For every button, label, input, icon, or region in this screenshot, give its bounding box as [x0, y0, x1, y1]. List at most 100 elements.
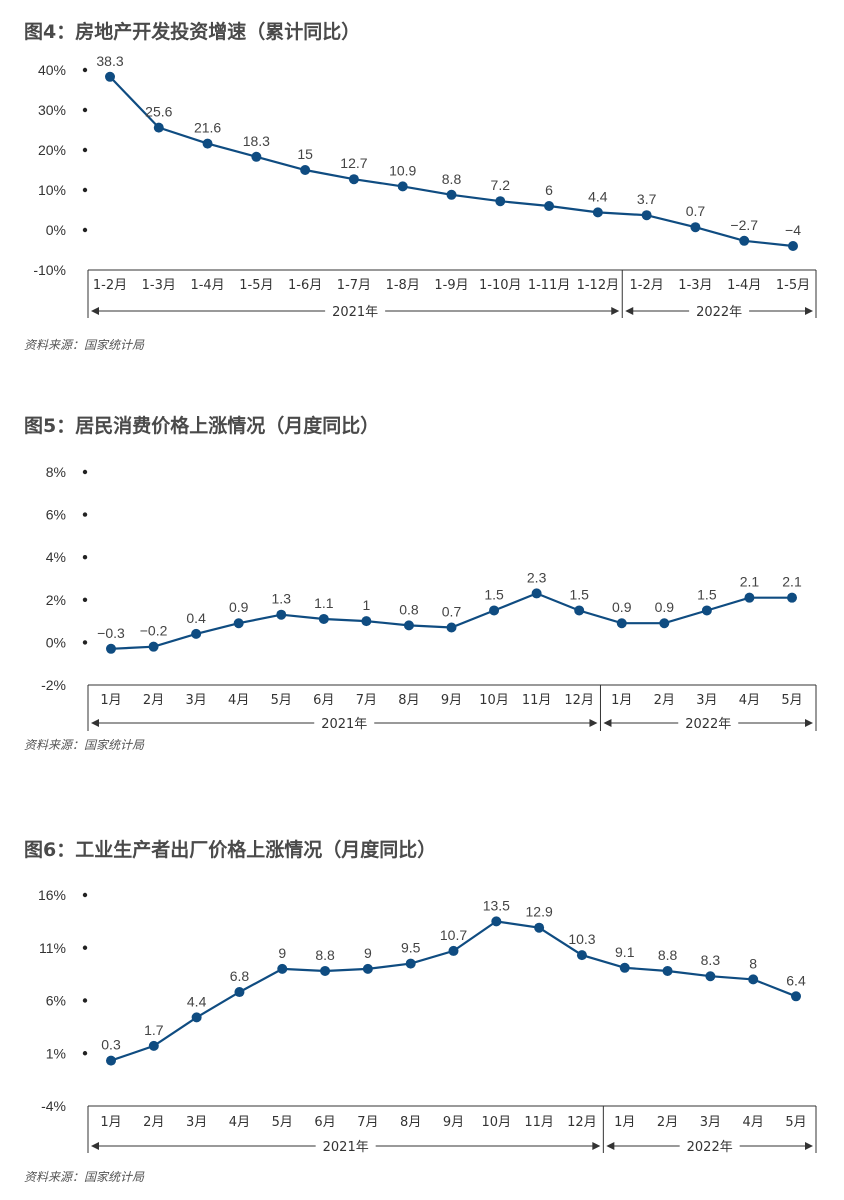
data-point [788, 241, 798, 251]
x-tick-label: 5月 [271, 693, 292, 708]
data-point [191, 1012, 202, 1023]
data-label: 4.4 [588, 188, 608, 204]
year-span-2022年: 2022年 [603, 717, 813, 732]
x-tick-label: 3月 [696, 693, 717, 708]
year-label: 2022年 [687, 1140, 733, 1155]
data-label: 1.1 [314, 595, 334, 611]
data-label: 0.9 [655, 599, 675, 615]
data-label: 9 [278, 945, 286, 961]
y-tick-label: 1% [46, 1045, 66, 1061]
y-tick-mark [82, 512, 88, 517]
data-label: 3.7 [637, 191, 657, 207]
data-point [662, 965, 673, 976]
y-tick-label: 8% [46, 464, 66, 480]
arrow-left-icon [603, 719, 612, 727]
data-label: 8.8 [442, 171, 462, 187]
data-point [234, 987, 245, 998]
data-label: −2.7 [730, 217, 758, 233]
data-label: 15 [297, 146, 313, 162]
data-label: 9.1 [615, 944, 635, 960]
y-tick-label: 20% [38, 142, 66, 158]
x-tick-label: 1月 [614, 1115, 635, 1130]
data-label: 8 [749, 955, 757, 971]
data-point [534, 922, 545, 933]
source-note: 资料来源：国家统计局 [24, 738, 145, 752]
data-label: 0.4 [186, 610, 206, 626]
series-line [110, 592, 792, 650]
x-tick-label: 1-9月 [434, 278, 468, 293]
year-span-2022年: 2022年 [606, 1140, 813, 1155]
y-tick-mark [82, 640, 88, 645]
x-tick-label: 11月 [524, 1115, 554, 1130]
arrow-left-icon [606, 1142, 615, 1150]
y-tick-label: 4% [46, 549, 66, 565]
data-point [153, 122, 164, 133]
data-label: 0.7 [442, 603, 462, 619]
x-tick-label: 12月 [564, 693, 594, 708]
data-label: 2.3 [527, 569, 547, 585]
y-tick-mark [82, 892, 88, 898]
data-point [791, 991, 801, 1002]
data-point [362, 963, 373, 974]
data-point [576, 950, 587, 961]
data-label: 6.8 [230, 968, 250, 984]
y-tick-mark [82, 67, 88, 73]
data-point [641, 210, 652, 221]
data-point [739, 235, 750, 246]
x-tick-label: 8月 [398, 693, 419, 708]
data-label: 1.7 [144, 1022, 164, 1038]
arrow-right-icon [805, 1142, 813, 1150]
x-tick-label: 1-2月 [93, 278, 127, 293]
data-label: 4.4 [187, 993, 207, 1009]
data-point [148, 1040, 159, 1051]
x-tick-label: 1-8月 [386, 278, 420, 293]
y-tick-label: 40% [38, 62, 66, 78]
data-label: 0.9 [229, 599, 249, 615]
y-tick-label: 11% [39, 940, 66, 956]
arrow-right-icon [805, 719, 813, 727]
data-point [106, 643, 116, 654]
data-label: 0.3 [101, 1037, 121, 1053]
source-note: 资料来源：国家统计局 [24, 1170, 145, 1184]
year-label: 2021年 [332, 305, 378, 320]
data-label: 10.3 [568, 931, 595, 947]
x-tick-label: 1-4月 [727, 278, 761, 293]
data-point [491, 916, 502, 927]
x-tick-label: 6月 [313, 693, 334, 708]
data-point [106, 1055, 116, 1066]
arrow-left-icon [91, 1142, 99, 1150]
x-tick-label: 10月 [479, 693, 509, 708]
x-tick-label: 4月 [743, 1115, 764, 1130]
data-label: 38.3 [96, 53, 123, 69]
data-label: 2.1 [782, 574, 802, 590]
x-tick-label: 4月 [229, 1115, 250, 1130]
x-tick-label: 5月 [785, 1115, 806, 1130]
data-label: 8.3 [701, 952, 721, 968]
data-point [592, 207, 603, 218]
x-tick-label: 9月 [443, 1115, 464, 1130]
data-label: 9.5 [401, 940, 421, 956]
x-tick-label: 1-6月 [288, 278, 322, 293]
x-tick-label: 6月 [314, 1115, 335, 1130]
x-tick-label: 1-12月 [577, 278, 620, 293]
y-tick-mark [82, 555, 88, 560]
arrow-right-icon [611, 307, 620, 315]
arrow-left-icon [625, 307, 634, 315]
data-point [405, 958, 416, 969]
year-label: 2022年 [696, 305, 742, 320]
year-span-2021年: 2021年 [91, 305, 620, 320]
data-label: 0.9 [612, 599, 632, 615]
y-tick-mark [82, 107, 88, 113]
x-tick-label: 2月 [654, 693, 675, 708]
y-tick-mark [82, 945, 88, 950]
y-tick-label: -2% [41, 677, 66, 693]
data-label: 25.6 [145, 104, 172, 120]
year-span-2022年: 2022年 [625, 305, 813, 320]
data-point [202, 138, 213, 149]
data-label: 10.7 [440, 927, 467, 943]
data-point [233, 618, 244, 629]
y-tick-label: 0% [46, 222, 66, 238]
x-tick-label: 7月 [356, 693, 377, 708]
y-tick-mark [82, 1051, 88, 1056]
